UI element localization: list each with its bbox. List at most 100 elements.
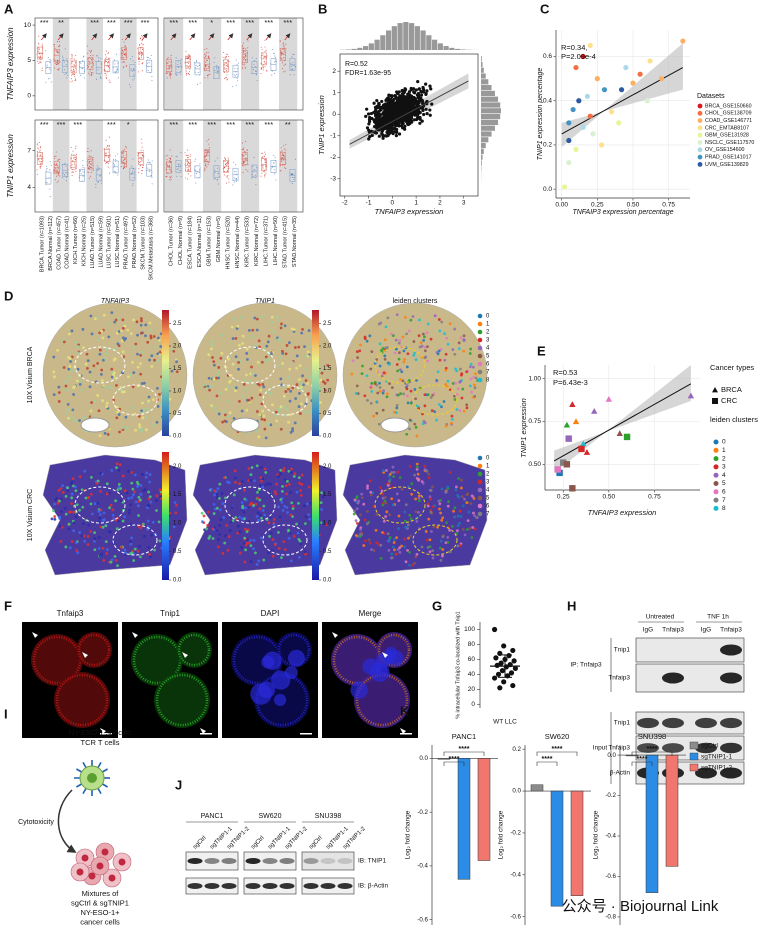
- jitter-texture: [104, 60, 106, 62]
- jitter-texture: [265, 159, 267, 161]
- spot-texture: [451, 382, 455, 385]
- cell-texture: [176, 632, 212, 668]
- spot-texture: [175, 370, 179, 374]
- spot-texture: [388, 536, 392, 540]
- jitter-texture: [72, 70, 74, 72]
- jitter-texture: [260, 175, 262, 177]
- jitter-texture: [87, 148, 89, 150]
- legend-swatch: [477, 377, 483, 383]
- spot-texture: [262, 414, 266, 418]
- jitter-texture: [232, 85, 234, 88]
- spot-texture: [408, 427, 412, 431]
- spot-texture: [215, 506, 219, 510]
- spot-texture: [146, 504, 150, 507]
- spot-texture: [395, 492, 399, 496]
- spot-texture: [306, 502, 309, 506]
- spot-texture: [355, 495, 359, 499]
- spot-texture: [263, 513, 267, 517]
- spot-texture: [385, 469, 388, 472]
- jitter-texture: [71, 73, 73, 75]
- tissue-texture: [42, 454, 188, 576]
- band-texture: [245, 858, 261, 864]
- band-texture: [221, 883, 237, 889]
- jitter-texture: [133, 176, 135, 179]
- jitter-texture: [253, 169, 255, 171]
- spot-texture: [88, 385, 92, 389]
- spot-texture: [256, 490, 259, 494]
- spot-texture: [288, 531, 292, 535]
- scatter-texture: [416, 93, 421, 98]
- jitter-texture: [195, 182, 197, 184]
- jitter-texture: [178, 61, 180, 63]
- jitter-texture: [235, 178, 237, 180]
- band-texture: [662, 672, 684, 684]
- jitter-texture: [224, 158, 227, 160]
- x-tick-label: 0.00: [555, 202, 568, 209]
- spot-texture: [70, 480, 74, 484]
- spot-texture: [153, 358, 156, 362]
- jitter-texture: [225, 53, 227, 55]
- spot-texture: [413, 473, 416, 477]
- jitter-texture: [90, 58, 92, 61]
- spot-texture: [425, 393, 428, 397]
- jitter-texture: [89, 158, 91, 161]
- spot-texture: [89, 492, 93, 496]
- spot-texture: [407, 536, 410, 540]
- spot-texture: [401, 335, 405, 339]
- spot-texture: [396, 548, 400, 552]
- spot-texture: [439, 498, 442, 502]
- spot-texture: [117, 469, 121, 472]
- spot-texture: [109, 560, 113, 564]
- jitter-texture: [232, 184, 234, 186]
- spot-texture: [245, 408, 249, 412]
- spot-texture: [384, 325, 388, 329]
- spot-texture: [67, 527, 71, 531]
- statistic: P=6.43e-3: [553, 378, 588, 387]
- spot-texture: [392, 475, 396, 478]
- spot-texture: [234, 336, 238, 340]
- spot-texture: [417, 499, 421, 503]
- jitter-texture: [235, 59, 237, 61]
- scatter-texture: [402, 101, 406, 105]
- legend-swatch: [477, 471, 483, 477]
- spot-texture: [227, 357, 230, 361]
- histogram-texture: [481, 90, 495, 96]
- spot-texture: [132, 559, 136, 562]
- jitter-texture: [105, 147, 107, 149]
- jitter-texture: [90, 55, 92, 57]
- scatter-texture: [411, 87, 416, 91]
- jitter-texture: [216, 179, 218, 181]
- jitter-texture: [49, 77, 51, 79]
- legend-swatch: [477, 511, 483, 517]
- y-axis-title: Log₂ fold change: [405, 810, 412, 859]
- spot-texture: [145, 471, 149, 475]
- spot-texture: [138, 428, 142, 431]
- spot-texture: [52, 355, 56, 359]
- jitter-texture: [139, 54, 141, 56]
- spot-texture: [235, 327, 239, 330]
- spot-texture: [250, 335, 254, 339]
- histogram-texture: [397, 23, 403, 50]
- spot-texture: [244, 548, 247, 552]
- jitter-texture: [96, 165, 98, 167]
- jitter-texture: [261, 67, 263, 69]
- pair-shading: [52, 120, 70, 212]
- spot-texture: [319, 387, 323, 391]
- row-label: Tnfaip3: [608, 745, 630, 752]
- histogram-texture: [386, 30, 392, 50]
- jitter-texture: [244, 60, 247, 62]
- y-axis-title: TNIP1 expression: [519, 398, 528, 458]
- category-label: LUSC.Normal (n=51): [115, 216, 121, 268]
- jitter-texture: [169, 66, 171, 68]
- jitter-texture: [283, 47, 285, 49]
- spot-texture: [62, 340, 66, 344]
- y-tick-label: -0.4: [605, 833, 616, 840]
- jitter-texture: [147, 167, 149, 169]
- spot-texture: [115, 462, 119, 466]
- jitter-texture: [90, 75, 92, 77]
- spot-texture: [405, 432, 409, 436]
- jitter-texture: [246, 54, 248, 56]
- spot-texture: [222, 476, 226, 480]
- spot-texture: [377, 322, 381, 326]
- spot-texture: [414, 555, 418, 559]
